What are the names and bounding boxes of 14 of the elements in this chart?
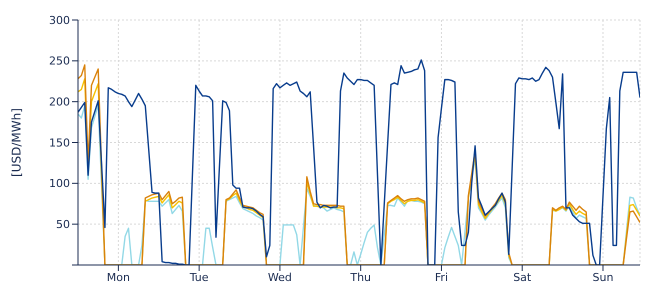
x-tick-label: Thu [349, 270, 372, 284]
x-tick-label: Sun [592, 270, 614, 284]
x-tick-label: Fri [434, 270, 448, 284]
x-tick-label: Wed [268, 270, 292, 284]
y-tick-label: 250 [49, 54, 70, 68]
x-tick-label: Mon [106, 270, 130, 284]
y-tick-label: 150 [49, 136, 70, 150]
y-axis-title: [USD/MWh] [9, 108, 24, 177]
y-tick-label: 100 [49, 177, 70, 190]
x-tick-label: Tue [188, 270, 209, 284]
y-tick-label: 200 [49, 96, 70, 109]
y-tick-label: 300 [49, 14, 70, 27]
y-tick-label: 50 [56, 218, 70, 232]
x-tick-label: Sat [513, 270, 532, 284]
